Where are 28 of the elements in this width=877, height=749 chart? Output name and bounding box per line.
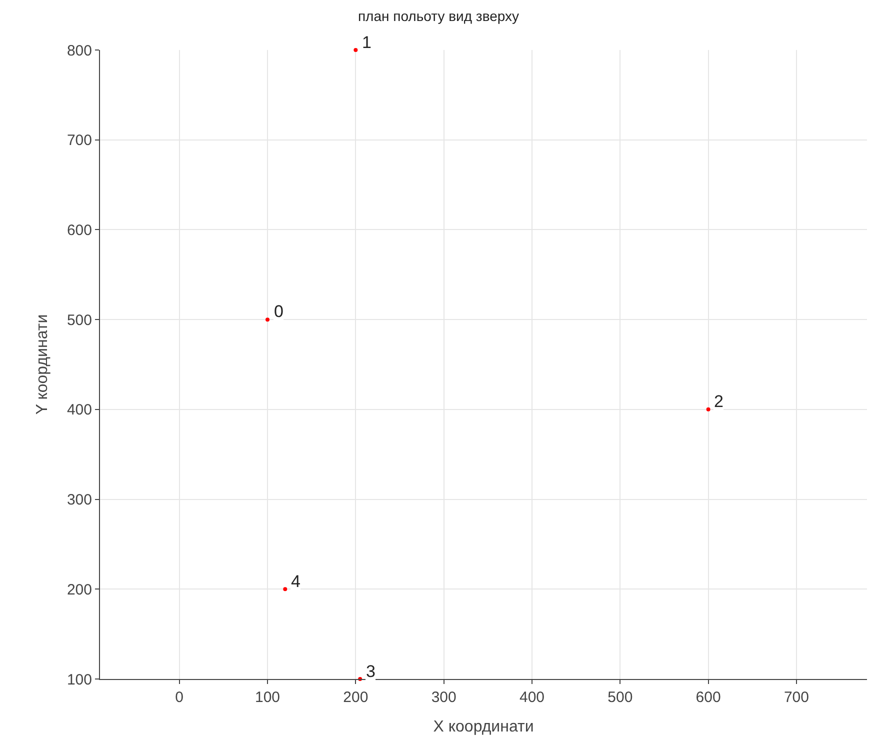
point [266, 318, 270, 322]
y-tick-label: 400 [66, 402, 92, 419]
y-tick-label: 600 [66, 222, 92, 239]
annotation: 3 [366, 662, 376, 681]
y-axis-title: Y координати [34, 314, 51, 415]
annotation: 0 [274, 302, 284, 321]
y-tick-label: 200 [66, 581, 92, 598]
x-tick-label: 100 [254, 689, 280, 706]
point [706, 407, 710, 412]
y-tick-label: 300 [66, 492, 92, 509]
y-tick-label: 100 [66, 671, 92, 688]
x-tick-label: 500 [608, 689, 633, 706]
x-tick-label: 700 [784, 689, 809, 706]
annotation: 1 [362, 33, 372, 52]
point [354, 48, 358, 52]
x-tick-label: 300 [431, 689, 456, 706]
x-axis-title: X координати [433, 718, 534, 736]
annotation: 2 [714, 392, 724, 411]
point [283, 587, 288, 592]
x-tick-label: 0 [175, 689, 184, 706]
chart-title: план польоту вид зверху [358, 8, 520, 24]
annotation: 4 [291, 572, 300, 591]
y-tick-label: 700 [66, 132, 92, 150]
x-tick-label: 400 [519, 689, 545, 706]
x-tick-label: 600 [696, 689, 721, 706]
y-tick-label: 500 [66, 312, 92, 329]
y-tick-label: 800 [66, 42, 92, 60]
x-tick-label: 200 [343, 689, 368, 706]
